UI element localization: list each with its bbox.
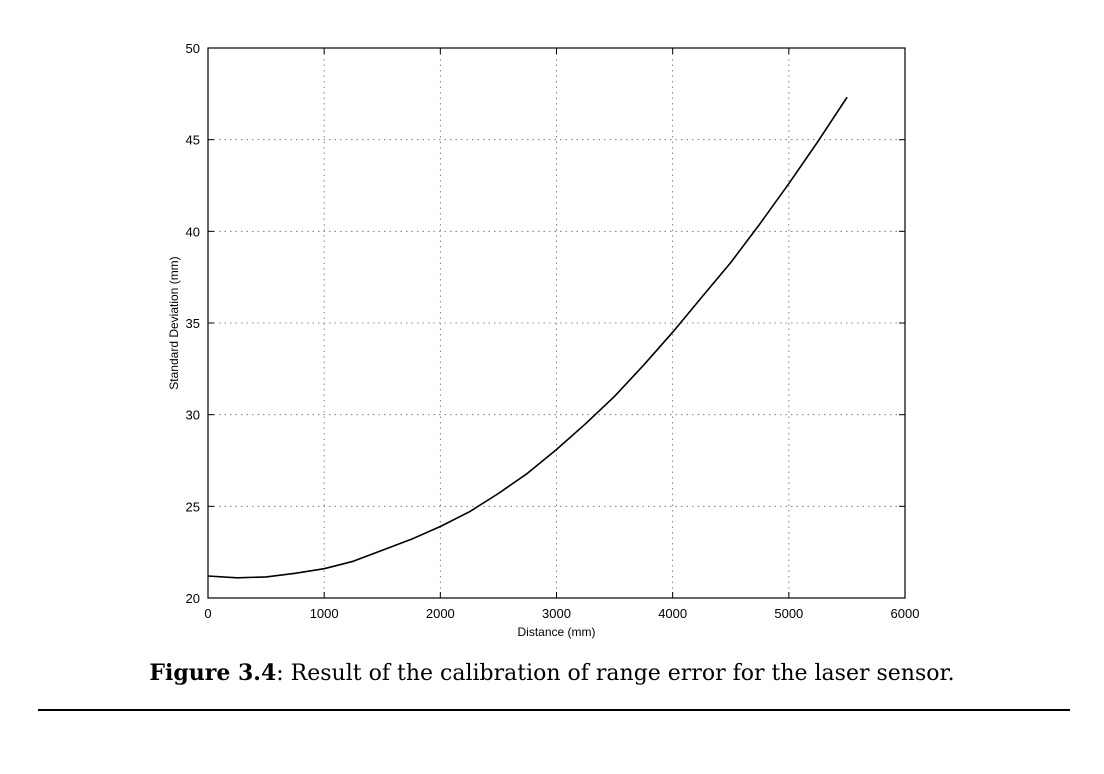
y-tick-label: 25 [186,499,200,514]
data-point [207,575,209,577]
y-axis-title: Standard Deviation (mm) [167,256,181,389]
data-point [730,261,732,264]
data-point [294,572,296,574]
data-point [236,577,238,579]
x-tick-label: 3000 [542,606,571,621]
data-point [468,511,470,513]
data-point [788,183,790,185]
figure-caption: Figure 3.4: Result of the calibration of… [0,660,1104,686]
x-tick-label: 1000 [310,606,339,621]
caption-text: : Result of the calibration of range err… [276,661,955,686]
x-tick-label: 5000 [774,606,803,621]
data-point [846,96,848,99]
data-point [497,492,500,495]
x-tick-label: 6000 [891,606,920,621]
data-point [352,560,354,562]
y-tick-label: 45 [186,133,200,148]
x-tick-label: 0 [204,606,211,621]
data-point [584,423,587,425]
data-point [526,472,529,474]
caption-rule [38,709,1070,711]
x-axis-title: Distance (mm) [517,625,595,639]
data-point [381,549,383,551]
caption-label: Figure 3.4 [149,660,277,686]
data-point [643,364,645,366]
grid [208,48,905,598]
series-line [207,97,848,579]
data-point [701,296,703,298]
data-point [672,331,674,333]
series-layer [207,96,848,579]
data-point [410,538,412,540]
data-point [323,568,325,570]
y-tick-label: 20 [186,591,200,606]
data-point [759,223,761,225]
data-point [265,576,267,578]
data-point [613,395,616,397]
y-tick-label: 40 [186,224,200,239]
x-tick-label: 2000 [426,606,455,621]
data-point [439,525,441,528]
data-point [817,140,819,143]
x-tick-label: 4000 [658,606,687,621]
y-tick-label: 35 [186,316,200,331]
data-point [555,448,558,451]
y-tick-label: 50 [186,41,200,56]
axis-ticks: 0 1000 2000 3000 4000 5000 6000 20 25 30 35 40 45 50 [186,41,920,621]
y-tick-label: 30 [186,408,200,423]
